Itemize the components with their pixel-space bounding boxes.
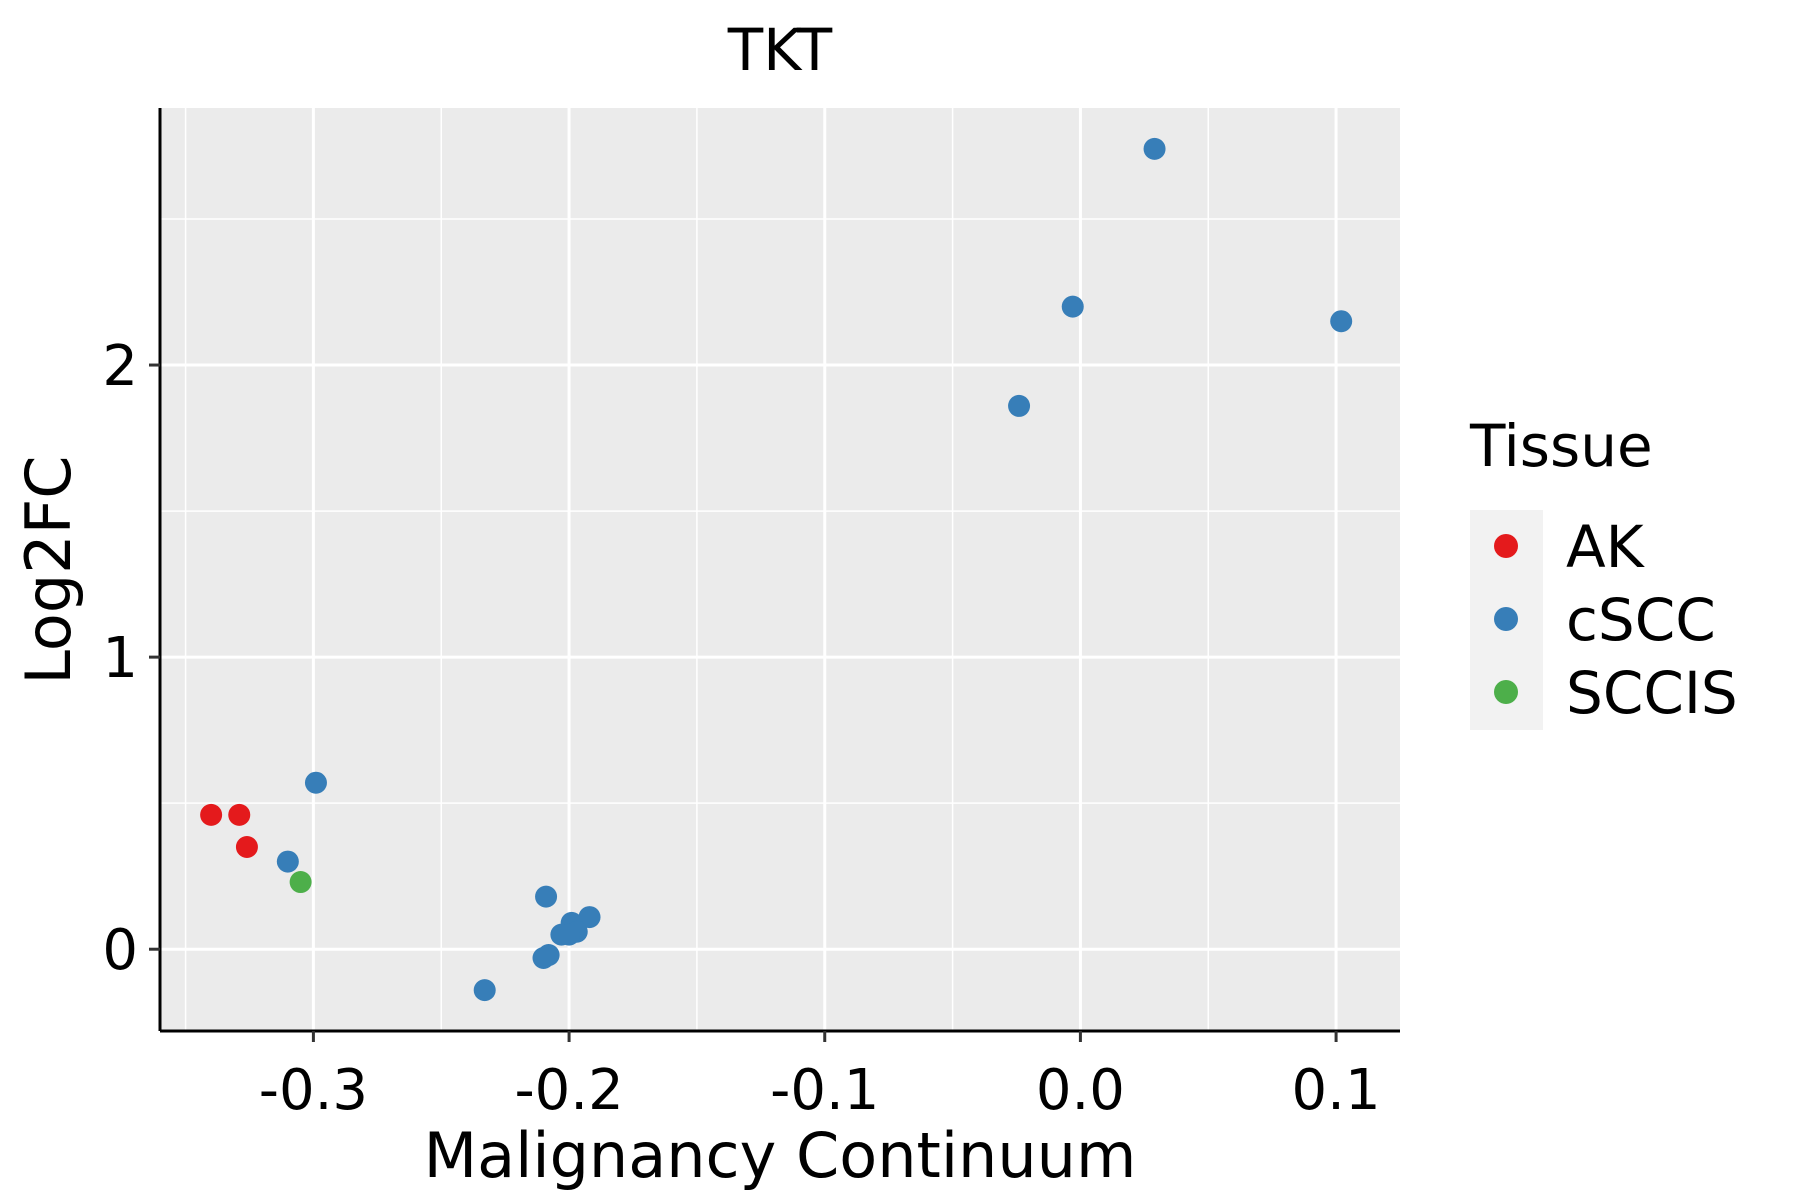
data-point-cscc: [1061, 295, 1084, 318]
legend-label-cscc: cSCC: [1566, 586, 1716, 654]
minor-gridlines: [160, 108, 1400, 1031]
y-tick-label: 1: [102, 626, 138, 691]
x-tick-label: 0.0: [1036, 1058, 1125, 1123]
data-point-cscc: [1008, 394, 1031, 417]
x-axis-label: Malignancy Continuum: [424, 1119, 1137, 1192]
data-point-cscc: [304, 771, 327, 794]
data-point-cscc: [1330, 310, 1353, 333]
plot-panel: [160, 108, 1400, 1031]
data-point-ak: [228, 803, 251, 826]
major-gridlines: [160, 108, 1400, 1031]
x-axis-ticks: -0.3 -0.2 -0.1 0.0 0.1: [259, 1031, 1381, 1123]
x-tick-label: 0.1: [1292, 1058, 1381, 1123]
data-point-ak: [200, 803, 223, 826]
legend-key-cscc: [1494, 607, 1518, 631]
legend-label-ak: AK: [1566, 513, 1646, 581]
data-point-cscc: [473, 979, 496, 1002]
data-points: [200, 137, 1353, 1002]
data-point-sccis: [289, 871, 312, 894]
data-point-cscc: [276, 850, 299, 873]
legend-title: Tissue: [1469, 412, 1653, 480]
data-point-cscc: [532, 946, 555, 969]
chart-title: TKT: [727, 16, 833, 84]
data-point-cscc: [578, 906, 601, 929]
x-tick-label: -0.2: [514, 1058, 623, 1123]
y-axis-label: Log2FC: [12, 455, 85, 684]
data-point-cscc: [558, 923, 581, 946]
legend-key-ak: [1494, 534, 1518, 558]
data-point-ak: [235, 835, 258, 858]
legend-label-sccis: SCCIS: [1566, 659, 1738, 727]
y-tick-label: 0: [102, 918, 138, 983]
x-tick-label: -0.3: [259, 1058, 368, 1123]
y-tick-label: 2: [102, 334, 138, 399]
data-point-cscc: [1143, 137, 1166, 160]
x-tick-label: -0.1: [770, 1058, 879, 1123]
y-axis-ticks: 0 1 2: [102, 334, 160, 983]
legend-key-sccis: [1494, 680, 1518, 704]
data-point-cscc: [535, 885, 558, 908]
